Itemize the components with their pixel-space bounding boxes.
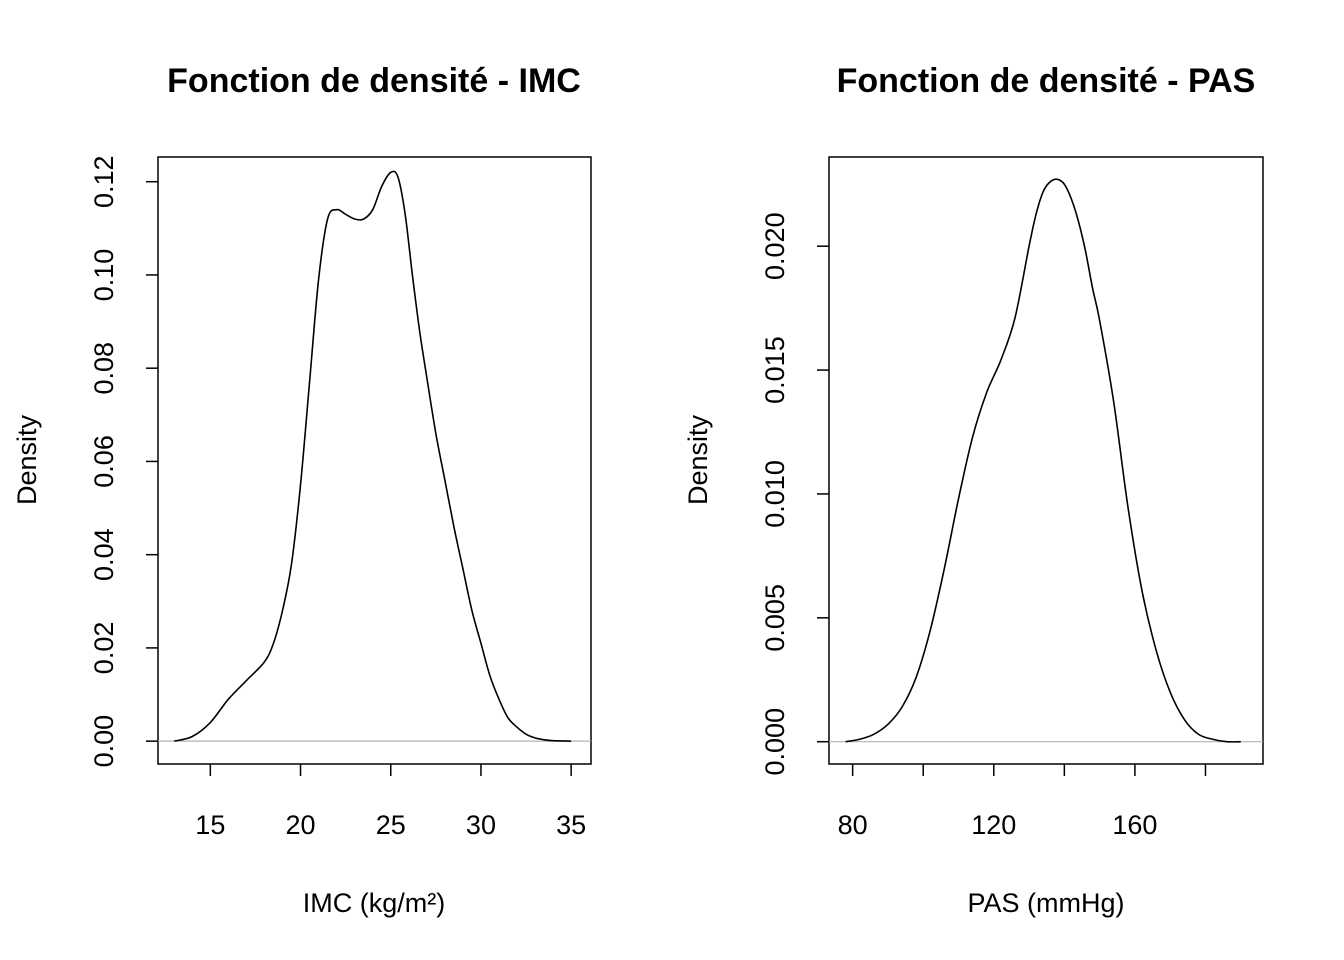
y-tick-label: 0.02 xyxy=(89,622,119,675)
x-axis: 80 120 160 xyxy=(838,764,1207,840)
y-tick-label: 0.015 xyxy=(760,336,790,404)
x-tick-label: 25 xyxy=(376,810,406,840)
x-axis: 15 20 25 30 35 xyxy=(195,764,586,840)
plot-area xyxy=(829,178,1263,743)
chart-title: Fonction de densité - IMC xyxy=(167,62,581,100)
plot-frame xyxy=(157,156,592,765)
x-tick-label: 30 xyxy=(466,810,496,840)
y-tick-label: 0.04 xyxy=(89,528,119,581)
y-tick-label: 0.005 xyxy=(760,584,790,652)
x-axis-label: IMC (kg/m²) xyxy=(303,888,445,918)
x-tick-label: 80 xyxy=(838,810,868,840)
y-tick-label: 0.020 xyxy=(760,212,790,280)
y-tick-label: 0.010 xyxy=(760,460,790,528)
y-axis: 0.000 0.005 0.010 0.015 0.020 xyxy=(760,212,829,775)
density-curve xyxy=(174,170,572,742)
density-curve xyxy=(845,178,1241,743)
y-axis: 0.00 0.02 0.04 0.06 0.08 0.10 0.12 xyxy=(89,155,158,767)
x-tick-label: 15 xyxy=(195,810,225,840)
y-tick-label: 0.00 xyxy=(89,715,119,768)
y-axis-label: Density xyxy=(12,414,42,505)
x-tick-label: 120 xyxy=(971,810,1016,840)
plot-area xyxy=(158,170,591,742)
x-tick-label: 160 xyxy=(1112,810,1157,840)
y-tick-label: 0.000 xyxy=(760,708,790,776)
x-tick-label: 20 xyxy=(286,810,316,840)
y-tick-label: 0.08 xyxy=(89,342,119,395)
chart-pas-density: Fonction de densité - PAS PAS (mmHg) Den… xyxy=(683,62,1264,918)
chart-title: Fonction de densité - PAS xyxy=(837,62,1256,100)
y-tick-label: 0.12 xyxy=(89,155,119,208)
y-tick-label: 0.10 xyxy=(89,249,119,302)
y-tick-label: 0.06 xyxy=(89,435,119,488)
x-axis-label: PAS (mmHg) xyxy=(967,888,1124,918)
chart-imc-density: Fonction de densité - IMC IMC (kg/m²) De… xyxy=(12,62,592,918)
y-axis-label: Density xyxy=(683,414,713,505)
plot-frame xyxy=(828,156,1264,765)
x-tick-label: 35 xyxy=(556,810,586,840)
